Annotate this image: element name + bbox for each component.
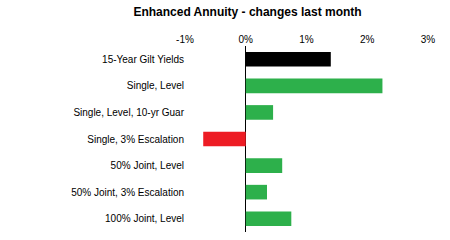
svg-text:3%: 3%	[421, 34, 436, 45]
svg-text:50% Joint, Level: 50% Joint, Level	[111, 160, 184, 171]
svg-text:15-Year Gilt Yields: 15-Year Gilt Yields	[102, 54, 184, 65]
svg-text:Enhanced Annuity - changes las: Enhanced Annuity - changes last month	[133, 5, 361, 19]
svg-text:-1%: -1%	[176, 34, 194, 45]
svg-text:100% Joint, Level: 100% Joint, Level	[105, 213, 184, 224]
svg-text:Single, Level, 10-yr Guar: Single, Level, 10-yr Guar	[73, 107, 184, 118]
svg-text:50% Joint, 3% Escalation: 50% Joint, 3% Escalation	[71, 187, 184, 198]
svg-text:Single, 3% Escalation: Single, 3% Escalation	[87, 134, 184, 145]
svg-text:2%: 2%	[360, 34, 375, 45]
svg-text:Single, Level: Single, Level	[127, 80, 184, 91]
svg-text:0%: 0%	[239, 34, 254, 45]
svg-text:1%: 1%	[299, 34, 314, 45]
